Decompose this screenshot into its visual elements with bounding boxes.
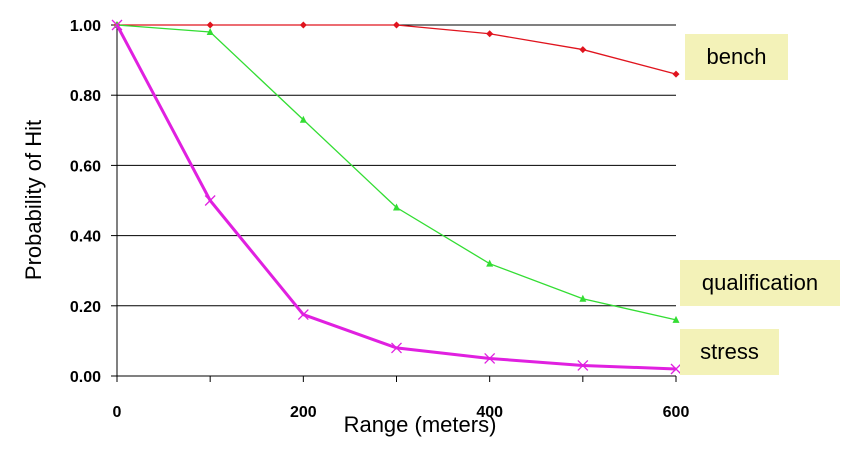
series-line-qualification [116,24,677,321]
data-point-stress [577,360,589,371]
series-line-stress [115,24,677,371]
data-point-bench [206,21,214,29]
y-axis-title: Probability of Hit [21,120,46,280]
data-point-qualification [672,315,680,323]
data-point-stress [484,352,496,364]
x-tick-label: 200 [290,404,317,421]
y-tick-labels: 0.00 0.20 0.40 0.60 0.80 1.00 [70,18,101,386]
data-point-qualification [299,115,307,123]
y-tick-label: 0.20 [70,299,101,316]
data-point-qualification [206,28,214,36]
data-point-bench [486,30,494,38]
axes [111,24,677,382]
data-point-stress [391,342,402,354]
data-point-qualification [393,203,400,211]
data-point-bench [299,21,307,29]
x-tick-label: 400 [476,404,503,421]
data-point-bench [579,46,587,54]
y-tick-label: 0.00 [70,369,101,386]
series-layer [111,19,682,375]
series-label-bench: bench [685,34,788,80]
x-tick-labels: 0 200 400 600 [113,404,690,421]
x-tick-label: 0 [113,404,122,421]
x-tick-label: 600 [663,404,690,421]
data-point-stress [111,19,123,31]
gridlines [117,24,676,307]
data-point-stress [204,195,216,206]
data-point-bench [393,21,400,29]
series-label-stress: stress [680,329,779,375]
data-point-qualification [486,259,494,267]
data-point-stress [297,309,309,321]
series-label-qualification: qualification [680,260,840,306]
data-point-bench [672,70,680,78]
data-point-qualification [579,294,587,302]
x-axis-title: Range (meters) [344,412,497,437]
y-tick-label: 0.80 [70,88,101,105]
series-line-bench [117,24,677,75]
y-tick-label: 0.40 [70,229,101,246]
y-tick-label: 0.60 [70,158,101,175]
y-tick-label: 1.00 [70,18,101,35]
data-point-stress [670,363,682,375]
